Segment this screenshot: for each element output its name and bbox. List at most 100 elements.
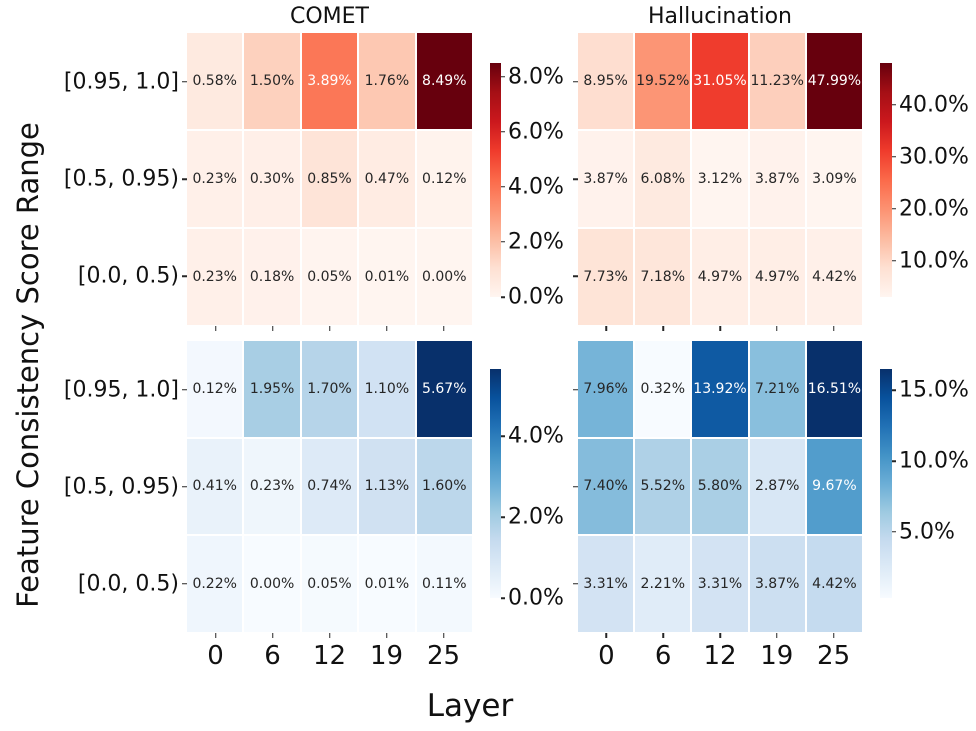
heatmap-cell: 1.76% [359, 33, 415, 129]
colorbar-tick [892, 531, 896, 533]
colorbar-tick [501, 75, 505, 78]
cell-value: 47.99% [807, 73, 862, 89]
comet-blue-heatmap: 0.12% 1.95% 1.70% 1.10% 5.67% 0.41% 0.23% 0.74%… [187, 341, 472, 632]
colorbar-tick [501, 241, 505, 243]
cell-value: 1.70% [307, 380, 352, 397]
x-tick-label: 12 [312, 641, 347, 671]
heatmap-cell: 8.49% [416, 33, 472, 129]
cell-value: 3.87% [583, 171, 628, 187]
cell-value: 7.18% [640, 269, 686, 285]
x-tick [271, 633, 274, 638]
x-tick-label: 25 [426, 641, 461, 671]
cell-value: 0.32% [640, 380, 686, 397]
heatmap-cell: 47.99% [806, 33, 862, 129]
x-tick-label: 25 [817, 641, 851, 671]
colorbar [490, 63, 501, 297]
cell-value: 0.12% [192, 380, 237, 397]
cell-value: 0.74% [307, 478, 352, 495]
cell-value: 2.21% [640, 576, 686, 593]
heatmap-cell: 3.31% [578, 536, 634, 632]
colorbar-tick [892, 156, 896, 158]
cell-value: 0.47% [364, 171, 410, 187]
x-axis-label: Layer [426, 688, 514, 724]
colorbar-tick [501, 516, 505, 518]
x-tick [605, 326, 608, 331]
heatmap-cell: 31.05% [692, 33, 748, 129]
x-tick [442, 633, 445, 638]
cell-value: 7.73% [583, 269, 628, 285]
x-tick-label: 0 [598, 641, 615, 671]
heatmap-cell: 6.08% [635, 131, 691, 227]
colorbar-tick [892, 260, 896, 262]
heatmap-cell: 1.95% [244, 341, 300, 437]
cell-value: 13.92% [693, 380, 747, 397]
cell-value: 3.31% [583, 576, 628, 593]
heatmap-cell: 1.10% [359, 341, 415, 437]
heatmap-cell: 7.18% [635, 229, 691, 325]
colorbar-tick-label: 40.0% [899, 92, 969, 118]
y-tick [182, 275, 187, 278]
colorbar-tick [892, 389, 896, 392]
heatmap-cell: 3.87% [749, 536, 805, 632]
cell-value: 7.96% [583, 380, 628, 397]
x-tick [385, 326, 388, 331]
x-tick [328, 633, 331, 638]
colorbar-tick [892, 103, 896, 106]
heatmap-cell: 19.52% [635, 33, 691, 129]
cell-value: 0.30% [249, 171, 295, 187]
cell-value: 0.00% [422, 269, 467, 285]
heatmap-cell: 5.67% [416, 341, 472, 437]
cell-value: 4.42% [812, 576, 857, 593]
colorbar-tick [501, 435, 505, 438]
comet-red-heatmap: 0.58% 1.50% 3.89% 1.76% 8.49% 0.23% 0.30% 0.85%… [187, 33, 472, 325]
row-label: [0.0, 0.5) [77, 263, 179, 289]
cell-value: 7.21% [754, 380, 800, 397]
heatmap-cell: 3.31% [692, 536, 748, 632]
hallucination-blue-heatmap: 7.96% 0.32% 13.92% 7.21% 16.51% 7.40% 5.52% 5.8… [578, 341, 862, 632]
colorbar-tick-label: 4.0% [508, 174, 564, 200]
cell-value: 0.22% [192, 576, 237, 593]
cell-value: 0.00% [249, 576, 295, 593]
heatmap-cell: 16.51% [806, 341, 862, 437]
x-tick [442, 326, 445, 331]
cell-value: 0.01% [364, 269, 410, 285]
y-tick [182, 582, 187, 585]
heatmap-cell: 3.89% [301, 33, 358, 129]
colorbar-tick [892, 208, 896, 210]
heatmap-cell: 0.47% [359, 131, 415, 227]
cell-value: 4.97% [754, 269, 800, 285]
heatmap-cell: 0.58% [187, 33, 243, 129]
cell-value: 1.76% [364, 73, 410, 89]
cell-value: 1.50% [249, 73, 295, 89]
colorbar-tick-label: 20.0% [899, 196, 969, 222]
x-tick [776, 633, 778, 638]
cell-value: 31.05% [693, 73, 747, 89]
colorbar-tick-label: 10.0% [899, 448, 969, 474]
cell-value: 5.80% [697, 478, 743, 495]
heatmap-cell: 3.87% [749, 131, 805, 227]
heatmap-cell: 0.12% [187, 341, 243, 437]
y-tick [573, 388, 578, 391]
cell-value: 5.67% [422, 380, 467, 397]
cell-value: 3.12% [697, 171, 743, 187]
hallucination-red-heatmap: 8.95% 19.52% 31.05% 11.23% 47.99% 3.87% 6.08% 3… [578, 33, 862, 325]
heatmap-cell: 7.73% [578, 229, 634, 325]
y-tick [182, 388, 187, 391]
heatmap-cell: 0.23% [187, 131, 243, 227]
cell-value: 3.87% [754, 171, 800, 187]
colorbar-tick-label: 8.0% [508, 64, 564, 89]
x-tick [385, 633, 388, 638]
cell-value: 9.67% [812, 478, 857, 495]
x-tick-label: 19 [369, 641, 404, 671]
colorbar-tick-label: 4.0% [508, 423, 564, 449]
title-hallucination: Hallucination [648, 4, 792, 29]
heatmap-cell: 0.32% [635, 341, 691, 437]
colorbar-tick [892, 460, 896, 462]
colorbar-tick [501, 296, 505, 298]
cell-value: 1.10% [364, 380, 410, 397]
y-tick [182, 178, 187, 180]
heatmap-cell: 0.30% [244, 131, 300, 227]
colorbar [880, 63, 892, 297]
x-tick-label: 12 [703, 641, 737, 671]
heatmap-cell: 0.11% [416, 536, 472, 632]
